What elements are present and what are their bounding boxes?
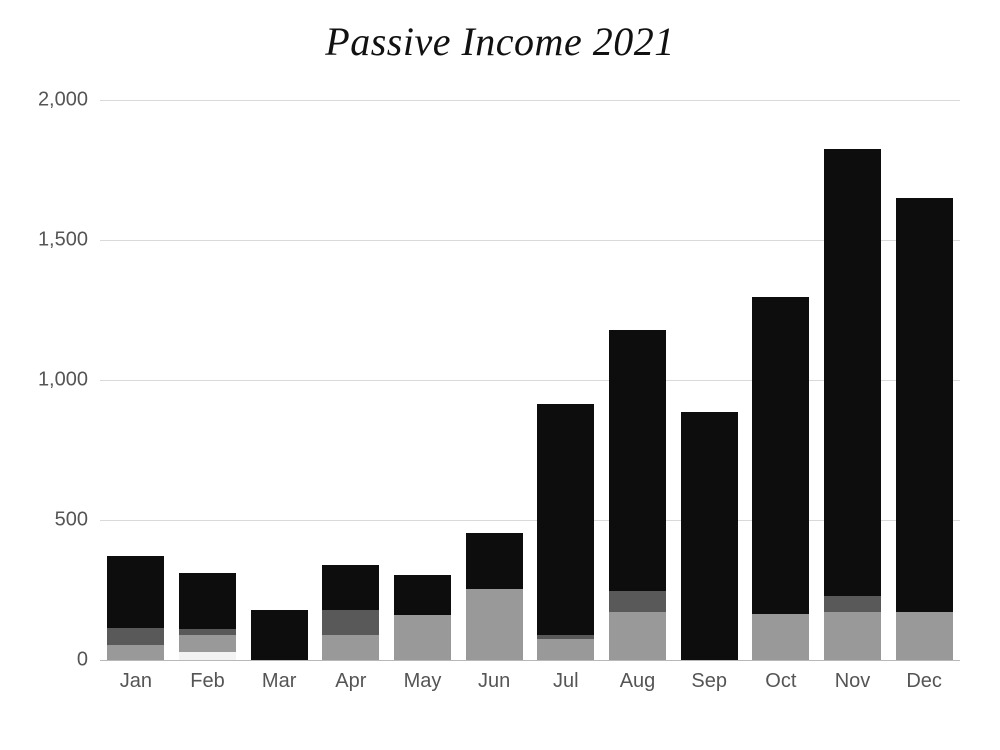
bar-segment [752, 614, 809, 660]
bar-segment [466, 533, 523, 589]
x-tick-label: Oct [765, 670, 796, 693]
bar [107, 100, 164, 660]
bar [824, 100, 881, 660]
bar [322, 100, 379, 660]
bar [251, 100, 308, 660]
y-tick-label: 1,500 [0, 229, 88, 252]
x-tick-label: Jul [553, 670, 579, 693]
bar-segment [824, 612, 881, 660]
y-tick-label: 500 [0, 509, 88, 532]
bar-segment [681, 412, 738, 660]
bar-segment [609, 591, 666, 612]
bar [681, 100, 738, 660]
chart-title: Passive Income 2021 [0, 18, 1000, 65]
x-tick-label: Apr [335, 670, 366, 693]
bar [896, 100, 953, 660]
bar-segment [896, 198, 953, 612]
bar-segment [752, 297, 809, 613]
y-tick-label: 1,000 [0, 369, 88, 392]
x-tick-label: Jun [478, 670, 510, 693]
bar-segment [609, 612, 666, 660]
bar-segment [179, 573, 236, 629]
bar-segment [394, 575, 451, 616]
bar-segment [322, 610, 379, 635]
x-tick-label: May [404, 670, 442, 693]
bar-segment [322, 565, 379, 610]
bar-segment [394, 615, 451, 660]
x-tick-label: Jan [120, 670, 152, 693]
bar [752, 100, 809, 660]
y-tick-label: 0 [0, 649, 88, 672]
bar-segment [179, 635, 236, 652]
bar [179, 100, 236, 660]
bar-segment [609, 330, 666, 592]
bar [537, 100, 594, 660]
x-tick-label: Dec [906, 670, 942, 693]
bar-segment [179, 652, 236, 660]
x-tick-label: Mar [262, 670, 296, 693]
plot-area: JanFebMarAprMayJunJulAugSepOctNovDec [100, 100, 960, 660]
bar-segment [322, 635, 379, 660]
bar-segment [107, 628, 164, 645]
bar [394, 100, 451, 660]
bar-segment [179, 629, 236, 635]
bar-segment [824, 149, 881, 596]
bar [609, 100, 666, 660]
bar-segment [824, 596, 881, 613]
bar-segment [107, 556, 164, 627]
bar-segment [251, 610, 308, 660]
chart-container: Passive Income 2021 JanFebMarAprMayJunJu… [0, 0, 1000, 750]
bar-segment [537, 635, 594, 639]
x-tick-label: Aug [620, 670, 656, 693]
bar-segment [466, 589, 523, 660]
x-tick-label: Feb [190, 670, 224, 693]
bar-segment [537, 404, 594, 635]
bar-segment [107, 645, 164, 660]
x-tick-label: Sep [691, 670, 727, 693]
x-axis-baseline [100, 660, 960, 661]
x-tick-label: Nov [835, 670, 871, 693]
bar [466, 100, 523, 660]
y-tick-label: 2,000 [0, 89, 88, 112]
bar-segment [896, 612, 953, 660]
bar-segment [537, 639, 594, 660]
